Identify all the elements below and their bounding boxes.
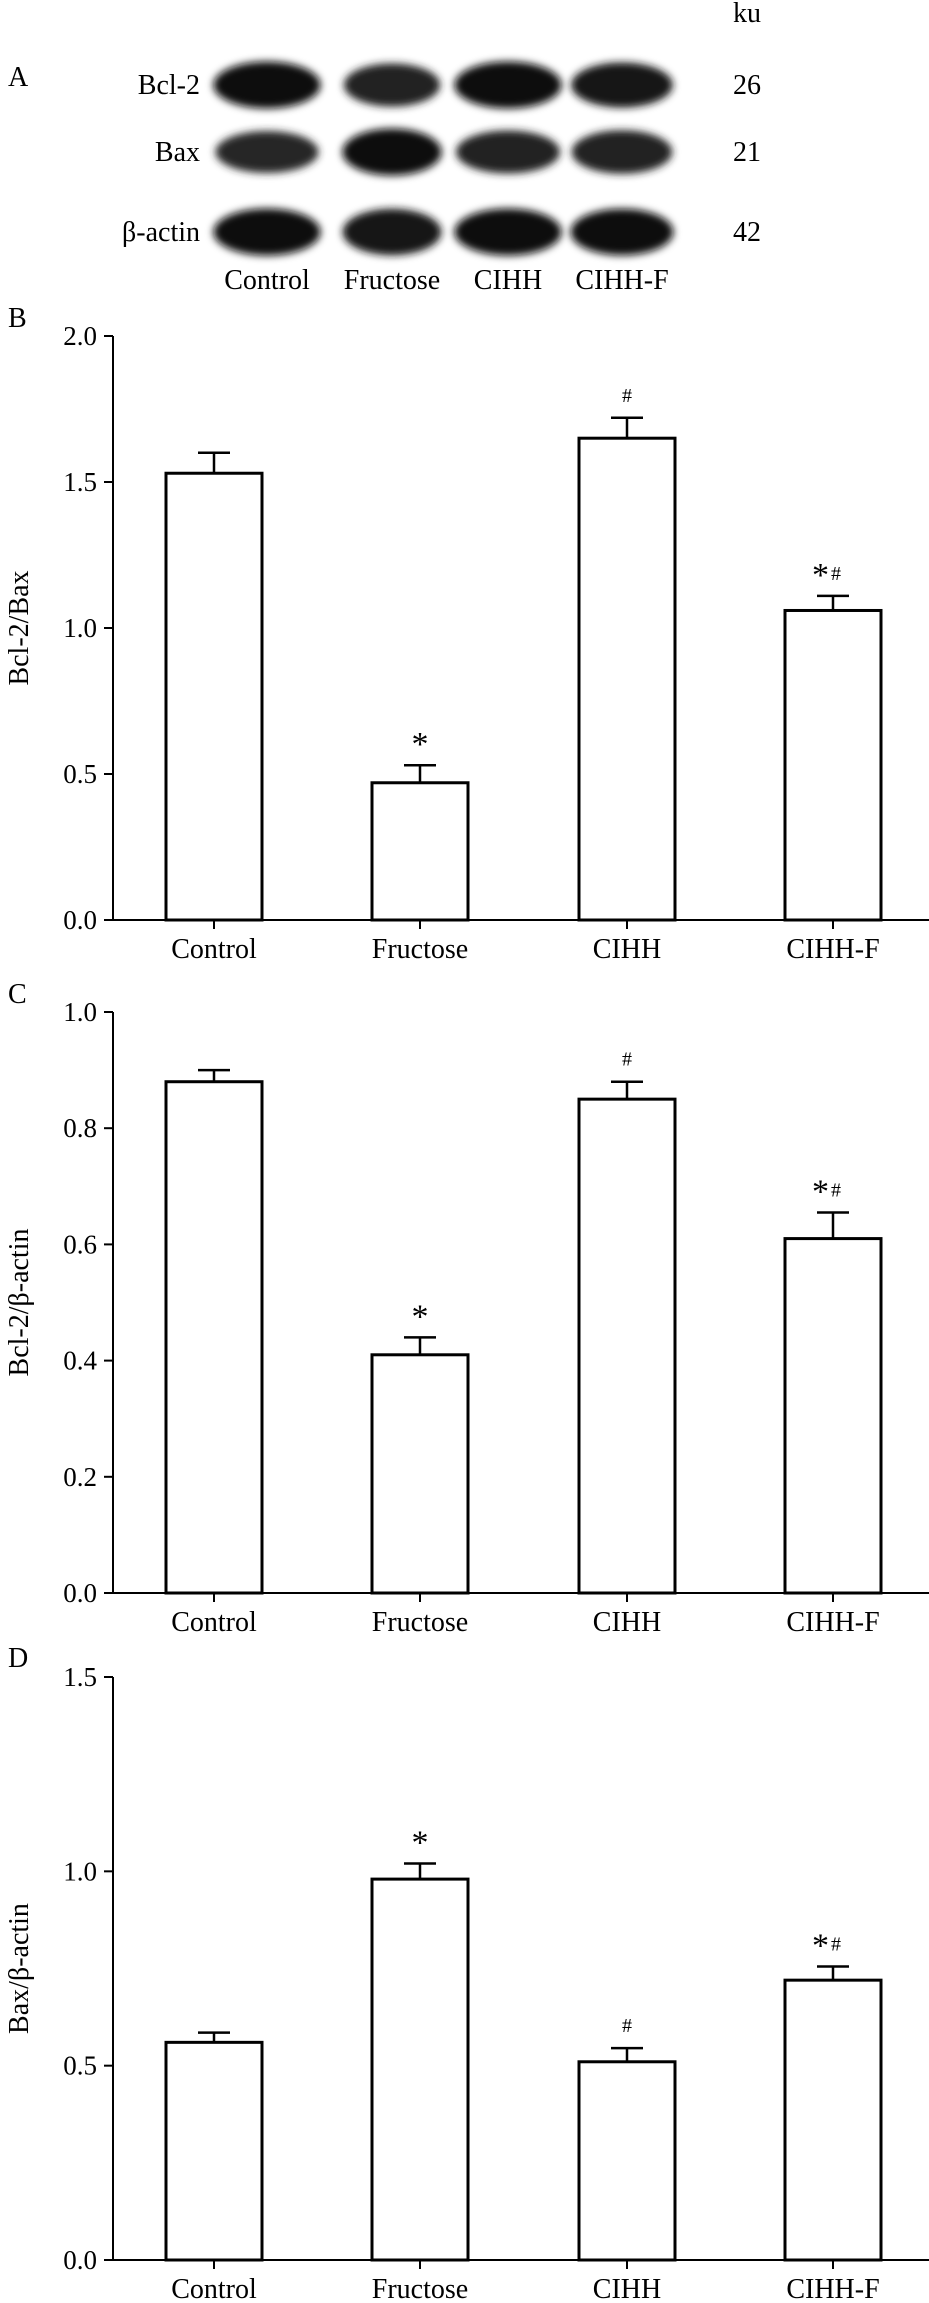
blot-band-bax-fructose bbox=[342, 128, 442, 176]
x-tick-label-cihh: CIHH bbox=[593, 2274, 661, 2303]
western-blot-panel: A ku Bcl-2 26 Bax 21 β-actin 42 Control Fructo… bbox=[8, 0, 761, 296]
bar-cihh bbox=[577, 436, 677, 922]
x-tick-label-cihh-f: CIHH-F bbox=[786, 1607, 879, 1638]
y-tick-label: 0.0 bbox=[63, 905, 97, 935]
blot-band-actin-control bbox=[213, 208, 321, 256]
y-tick-label: 0.8 bbox=[63, 1113, 97, 1143]
blot-band-actin-cihh-f bbox=[570, 208, 674, 256]
x-tick-label-cihh-f: CIHH-F bbox=[786, 934, 879, 965]
bar-fructose bbox=[370, 1353, 470, 1595]
y-tick-label: 0.0 bbox=[63, 2245, 97, 2275]
x-tick-label-control: Control bbox=[171, 934, 257, 965]
significance-star-cihh-f: * bbox=[812, 557, 829, 594]
blot-band-bcl-2-cihh-f bbox=[571, 62, 673, 108]
blot-band-actin-cihh bbox=[454, 208, 562, 256]
y-tick-label: 0.6 bbox=[63, 1229, 97, 1259]
bar-cihh bbox=[577, 1097, 677, 1595]
y-axis-label: Bcl-2/β-actin bbox=[4, 1229, 35, 1377]
ku-unit-label: ku bbox=[733, 0, 761, 29]
significance-star-cihh-f: * bbox=[812, 1928, 829, 1965]
bar-cihh-f bbox=[783, 1237, 883, 1595]
blot-band-bcl-2-fructose bbox=[343, 63, 441, 107]
y-tick-label: 1.5 bbox=[63, 467, 97, 497]
x-tick-label-control: Control bbox=[171, 2274, 257, 2303]
bax-actin-chart: D 0.0 0.5 1.0 1.5 Bax/β-actin Control Fructose *… bbox=[4, 1643, 929, 2303]
blot-band-bax-control bbox=[215, 131, 319, 173]
blot-row-label-bax: Bax bbox=[155, 137, 200, 168]
blot-row-label-bcl-2: Bcl-2 bbox=[138, 70, 200, 101]
blot-band-bax-cihh bbox=[456, 130, 560, 174]
x-tick-label-control: Control bbox=[171, 1607, 257, 1638]
panel-label-c: C bbox=[8, 979, 27, 1010]
panel-label-d: D bbox=[8, 1643, 28, 1674]
bar-control bbox=[164, 2040, 264, 2262]
x-tick-label-cihh-f: CIHH-F bbox=[786, 2274, 879, 2303]
x-tick-label-cihh: CIHH bbox=[593, 1607, 661, 1638]
blot-lane-label-cihh-f: CIHH-F bbox=[575, 265, 668, 296]
y-tick-label: 0.2 bbox=[63, 1462, 97, 1492]
significance-hash-cihh: # bbox=[622, 385, 632, 407]
bar-control bbox=[164, 471, 264, 922]
significance-star-fructose: * bbox=[412, 1298, 429, 1335]
panel-label-b: B bbox=[8, 303, 27, 334]
y-tick-label: 0.5 bbox=[63, 759, 97, 789]
blot-band-bcl-2-control bbox=[213, 61, 321, 109]
bar-cihh-f bbox=[783, 1978, 883, 2262]
significance-star-fructose: * bbox=[412, 726, 429, 763]
blot-lane-label-cihh: CIHH bbox=[474, 265, 542, 296]
panel-a-label: A bbox=[8, 62, 29, 93]
bcl2-bax-ratio-chart: B 0.0 0.5 1.0 1.5 2.0 Bcl-2/Bax Control Fructose… bbox=[4, 303, 929, 965]
blot-band-actin-fructose bbox=[342, 208, 442, 256]
x-tick-label-cihh: CIHH bbox=[593, 934, 661, 965]
y-tick-label: 1.0 bbox=[63, 1856, 97, 1886]
x-tick-label-fructose: Fructose bbox=[372, 1607, 468, 1638]
bar-fructose bbox=[370, 1877, 470, 2262]
blot-lane-label-control: Control bbox=[224, 265, 310, 296]
blot-row-size-bcl-2: 26 bbox=[733, 70, 761, 101]
bar-control bbox=[164, 1080, 264, 1595]
blot-row-label-actin: β-actin bbox=[122, 217, 200, 248]
x-tick-label-fructose: Fructose bbox=[372, 934, 468, 965]
significance-hash-cihh-f: # bbox=[831, 1934, 841, 1956]
y-tick-label: 0.5 bbox=[63, 2051, 97, 2081]
blot-row-size-actin: 42 bbox=[733, 217, 761, 248]
significance-hash-cihh: # bbox=[622, 2015, 632, 2037]
bar-fructose bbox=[370, 781, 470, 922]
y-tick-label: 0.0 bbox=[63, 1578, 97, 1608]
significance-hash-cihh-f: # bbox=[831, 563, 841, 585]
blot-band-bax-cihh-f bbox=[571, 130, 673, 174]
significance-star-cihh-f: * bbox=[812, 1173, 829, 1210]
y-axis-label: Bax/β-actin bbox=[4, 1903, 35, 2034]
blot-row-size-bax: 21 bbox=[733, 137, 761, 168]
bar-cihh bbox=[577, 2060, 677, 2262]
y-tick-label: 0.4 bbox=[63, 1346, 97, 1376]
bar-cihh-f bbox=[783, 608, 883, 922]
y-tick-label: 1.0 bbox=[63, 997, 97, 1027]
bcl2-actin-chart: C 0.0 0.2 0.4 0.6 0.8 1.0 Bcl-2/β-actin Control F… bbox=[4, 979, 929, 1638]
y-axis-label: Bcl-2/Bax bbox=[4, 570, 35, 685]
y-tick-label: 1.0 bbox=[63, 613, 97, 643]
y-tick-label: 2.0 bbox=[63, 321, 97, 351]
significance-hash-cihh: # bbox=[622, 1049, 632, 1071]
y-tick-label: 1.5 bbox=[63, 1662, 97, 1692]
significance-hash-cihh-f: # bbox=[831, 1179, 841, 1201]
significance-star-fructose: * bbox=[412, 1825, 429, 1862]
x-tick-label-fructose: Fructose bbox=[372, 2274, 468, 2303]
blot-band-bcl-2-cihh bbox=[454, 61, 562, 109]
blot-lane-label-fructose: Fructose bbox=[344, 265, 440, 296]
